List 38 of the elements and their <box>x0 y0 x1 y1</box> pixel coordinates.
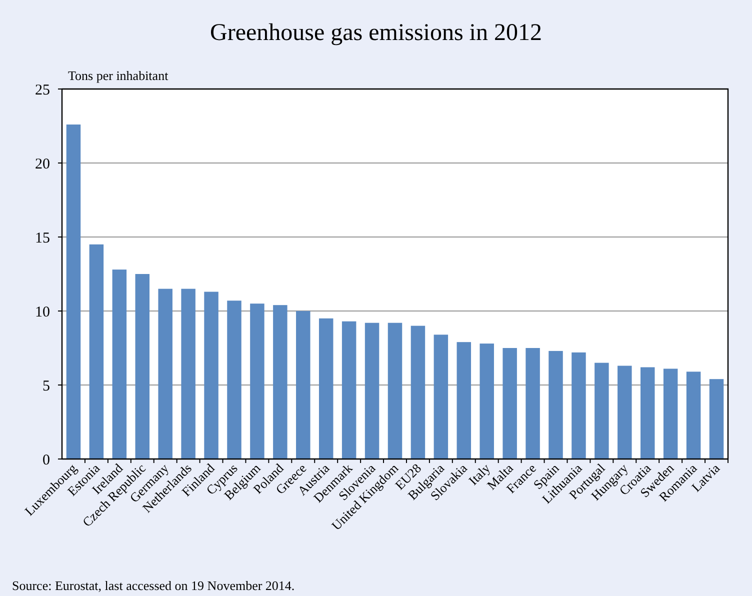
y-tick-label: 15 <box>35 230 50 246</box>
bar <box>456 342 472 459</box>
bar <box>686 372 701 459</box>
bar <box>204 292 218 459</box>
bar <box>663 368 678 459</box>
y-tick-label: 5 <box>42 378 50 394</box>
bar <box>250 304 264 459</box>
bar <box>112 270 127 459</box>
bar <box>434 334 448 459</box>
bar <box>709 379 724 459</box>
chart-title: Greenhouse gas emissions in 2012 <box>210 20 542 46</box>
bar <box>89 244 104 459</box>
bar <box>410 326 426 459</box>
bar <box>135 274 150 459</box>
bar <box>318 318 334 459</box>
bar <box>227 300 242 459</box>
bar <box>618 366 632 459</box>
y-tick-label: 20 <box>35 156 50 172</box>
bar <box>594 362 609 459</box>
y-tick-label: 0 <box>42 452 50 468</box>
bar <box>181 288 196 459</box>
y-tick-label: 10 <box>35 304 50 320</box>
bar <box>273 305 288 459</box>
bar <box>480 344 494 459</box>
source-note: Source: Eurostat, last accessed on 19 November 2014. <box>12 578 295 593</box>
bar <box>572 352 586 459</box>
bar <box>640 367 655 459</box>
bar <box>548 350 563 459</box>
bar <box>526 348 540 459</box>
bar <box>158 288 172 459</box>
bar <box>66 124 81 459</box>
bar <box>388 322 402 459</box>
y-tick-label: 25 <box>35 82 50 98</box>
bar <box>342 321 356 459</box>
bar <box>296 311 310 459</box>
y-axis-title: Tons per inhabitant <box>68 68 169 83</box>
bar <box>364 322 380 459</box>
bar <box>502 348 517 459</box>
